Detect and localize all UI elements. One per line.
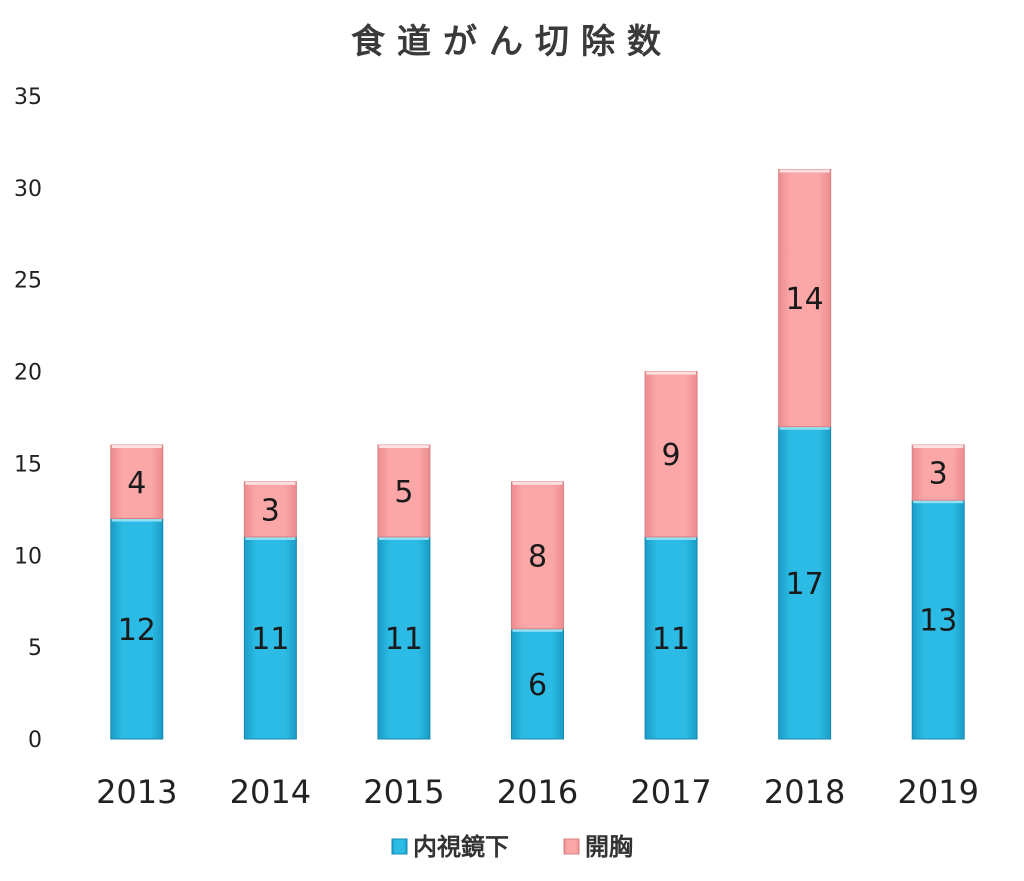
y-tick-label-30: 30 bbox=[14, 177, 42, 202]
y-tick-label-15: 15 bbox=[14, 452, 42, 477]
x-tick-label-2016: 2016 bbox=[497, 773, 578, 811]
data-label-2015-series-0: 11 bbox=[385, 622, 423, 657]
bar-top-highlight-2013-series-0 bbox=[111, 518, 162, 522]
data-label-2019-series-0: 13 bbox=[919, 604, 957, 639]
bar-top-highlight-2014-series-1 bbox=[245, 481, 296, 485]
bar-top-highlight-2015-series-0 bbox=[378, 536, 429, 540]
data-label-2013-series-1: 4 bbox=[127, 466, 146, 501]
data-label-2015-series-1: 5 bbox=[394, 475, 413, 510]
chart-title: 食道がん切除数 bbox=[351, 22, 673, 62]
bar-2018-series-0 bbox=[778, 426, 832, 740]
bar-2015-series-0 bbox=[377, 536, 431, 740]
y-tick-label-10: 10 bbox=[14, 544, 42, 569]
bar-top-highlight-2014-series-0 bbox=[245, 536, 296, 540]
legend-swatch-series-1 bbox=[563, 838, 580, 855]
bar-2014-series-1 bbox=[243, 481, 297, 538]
bar-2015-series-1 bbox=[377, 444, 431, 538]
bar-2018-series-1 bbox=[778, 168, 832, 428]
bar-top-highlight-2013-series-1 bbox=[111, 445, 162, 449]
bar-2013-series-1 bbox=[110, 444, 164, 520]
y-tick-label-0: 0 bbox=[28, 728, 42, 753]
bar-2017-series-1 bbox=[644, 371, 698, 538]
x-axis: 2013 2014 2015 2016 2017 2018 2019 bbox=[96, 773, 979, 811]
bar-top-highlight-2016-series-0 bbox=[512, 628, 563, 632]
bar-top-highlight-2017-series-1 bbox=[646, 371, 697, 375]
bar-top-highlight-2018-series-1 bbox=[779, 169, 830, 173]
data-label-2018-series-0: 17 bbox=[786, 567, 824, 602]
bar-top-highlight-2018-series-0 bbox=[779, 426, 830, 430]
data-labels: 12 4 11 3 11 5 6 8 11 9 17 14 13 3 bbox=[118, 282, 958, 703]
x-tick-label-2013: 2013 bbox=[96, 773, 177, 811]
data-label-2017-series-1: 9 bbox=[662, 438, 681, 473]
data-label-2018-series-1: 14 bbox=[786, 282, 824, 317]
x-tick-label-2019: 2019 bbox=[897, 773, 978, 811]
data-label-2013-series-0: 12 bbox=[118, 613, 156, 648]
y-tick-label-35: 35 bbox=[14, 85, 42, 110]
data-label-2016-series-1: 8 bbox=[528, 539, 547, 574]
y-tick-label-5: 5 bbox=[28, 636, 42, 661]
bar-top-highlight-2019-series-0 bbox=[913, 500, 964, 504]
legend-label-series-1: 開胸 bbox=[585, 833, 633, 861]
bar-top-highlight-2017-series-0 bbox=[646, 536, 697, 540]
bar-2014-series-0 bbox=[243, 536, 297, 740]
bar-2019-series-0 bbox=[911, 499, 965, 740]
legend-swatch-series-0 bbox=[391, 838, 408, 855]
bar-top-highlight-2019-series-1 bbox=[913, 445, 964, 449]
bars bbox=[110, 168, 965, 740]
legend-label-series-0: 内視鏡下 bbox=[413, 833, 509, 861]
bar-2013-series-0 bbox=[110, 518, 164, 740]
data-label-2019-series-1: 3 bbox=[929, 457, 948, 492]
data-label-2014-series-0: 11 bbox=[251, 622, 289, 657]
x-tick-label-2014: 2014 bbox=[230, 773, 311, 811]
bar-2019-series-1 bbox=[911, 444, 965, 501]
y-axis: 0 5 10 15 20 25 30 35 bbox=[14, 85, 42, 753]
x-tick-label-2017: 2017 bbox=[630, 773, 711, 811]
x-tick-label-2018: 2018 bbox=[764, 773, 845, 811]
bar-2016-series-0 bbox=[511, 628, 564, 740]
bar-2017-series-0 bbox=[644, 536, 698, 740]
legend: 内視鏡下 開胸 bbox=[391, 833, 633, 861]
data-label-2014-series-1: 3 bbox=[261, 493, 280, 528]
y-tick-label-20: 20 bbox=[14, 361, 42, 386]
bar-top-highlight-2016-series-1 bbox=[512, 481, 563, 485]
data-label-2016-series-0: 6 bbox=[528, 668, 547, 703]
bar-top-highlight-2015-series-1 bbox=[378, 445, 429, 449]
x-tick-label-2015: 2015 bbox=[363, 773, 444, 811]
data-label-2017-series-0: 11 bbox=[652, 622, 690, 657]
y-tick-label-25: 25 bbox=[14, 269, 42, 294]
bar-2016-series-1 bbox=[511, 481, 564, 630]
